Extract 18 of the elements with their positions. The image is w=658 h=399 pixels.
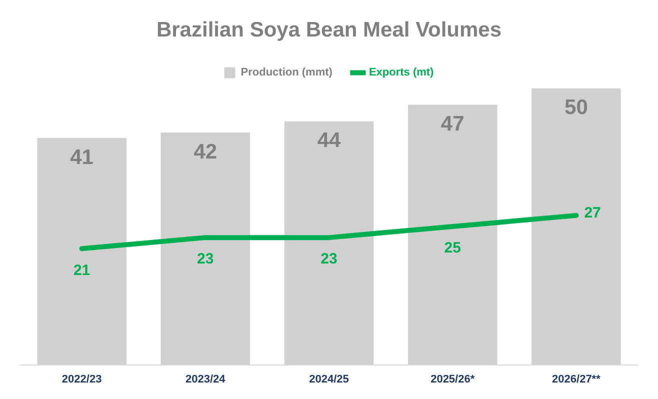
data-label: 23 (197, 250, 214, 268)
x-tick-label: 2022/23 (62, 373, 102, 386)
data-label: 23 (320, 250, 338, 268)
x-tick-label: 2024/25 (309, 373, 349, 386)
data-label: 47 (440, 112, 464, 136)
x-tick-label: 2023/24 (186, 373, 226, 386)
data-label: 41 (70, 146, 94, 169)
data-label: 25 (444, 240, 461, 257)
data-label: 27 (584, 204, 601, 222)
data-label: 21 (73, 262, 90, 279)
data-label: 42 (194, 140, 218, 164)
data-label: 50 (564, 96, 588, 119)
legend-label: Production (mmt) (240, 66, 333, 79)
x-tick-label: 2026/27** (552, 373, 602, 386)
legend-label: Exports (mt) (368, 66, 434, 79)
x-tick-label: 2025/26* (430, 373, 476, 386)
chart-title: Brazilian Soya Bean Meal Volumes (156, 18, 502, 42)
data-label: 44 (317, 129, 341, 152)
